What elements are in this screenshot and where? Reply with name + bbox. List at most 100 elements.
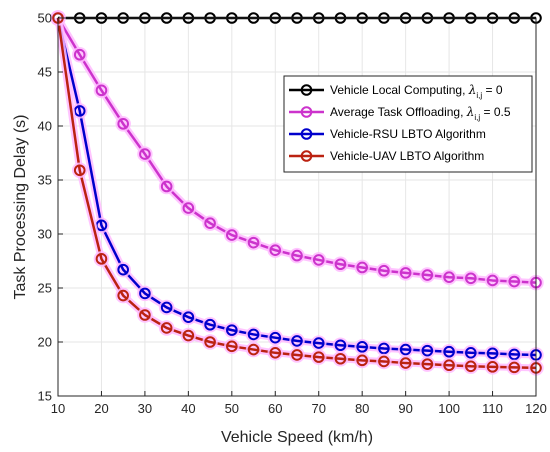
- series-3-point: [465, 347, 477, 359]
- series-3-point: [399, 343, 412, 356]
- series-2-point: [378, 264, 390, 277]
- series-4-marker-glow: [310, 349, 327, 365]
- series-4-point: [117, 289, 129, 302]
- legend-label: Average Task Offloading, λi,j = 0.5: [330, 105, 511, 122]
- series-2-marker-glow: [376, 262, 392, 279]
- series-3-marker-glow: [137, 285, 153, 302]
- series-3-point: [486, 347, 499, 360]
- series-4-point: [465, 360, 477, 373]
- series-2-marker-glow: [332, 256, 349, 272]
- x-tick-label: 50: [225, 401, 239, 416]
- y-axis-label: Task Processing Delay (s): [12, 115, 29, 300]
- series-3-point: [73, 105, 86, 117]
- series-2-marker-glow: [419, 267, 436, 283]
- series-4-point: [421, 358, 434, 370]
- series-3-marker-glow: [158, 299, 175, 316]
- legend-item-2: Average Task Offloading, λi,j = 0.5: [289, 105, 511, 122]
- legend-label: Vehicle-RSU LBTO Algorithm: [330, 127, 486, 141]
- series-2-marker-glow: [354, 259, 370, 276]
- series-2-marker-glow: [202, 215, 218, 231]
- series-2-point: [291, 249, 303, 262]
- series-2-point: [269, 244, 282, 256]
- x-tick-label: 100: [438, 401, 460, 416]
- series-4-marker-glow: [397, 355, 414, 371]
- legend-label-text: Vehicle Local Computing,: [330, 83, 469, 97]
- y-ticks: 15 20 25 30 35 40 45 50: [38, 11, 63, 404]
- series-2-point: [312, 254, 325, 266]
- x-ticks: 10 20 30 40 50 60 70 80 90 100 110 120: [51, 391, 547, 416]
- legend-suffix: = 0.5: [480, 105, 511, 119]
- series-4-marker-glow: [180, 327, 197, 344]
- series-4-point: [291, 349, 303, 361]
- series-4-marker-glow: [137, 307, 153, 323]
- series-2-point: [247, 236, 260, 249]
- series-4-marker-glow: [332, 350, 349, 367]
- series-3-point: [204, 318, 216, 331]
- legend-item-3: Vehicle-RSU LBTO Algorithm: [289, 127, 486, 141]
- y-tick-label: 35: [38, 173, 52, 188]
- series-4-point: [182, 329, 195, 342]
- series-2-marker-glow: [441, 269, 457, 285]
- legend-marker: [300, 128, 313, 140]
- series-2-point: [160, 180, 173, 193]
- legend-symbol: λ: [468, 83, 477, 97]
- series-4-marker-glow: [506, 359, 523, 376]
- series-4-point: [399, 357, 412, 369]
- series-4-point: [269, 347, 282, 359]
- legend-label-text: Average Task Offloading,: [330, 105, 467, 119]
- series-2-marker-glow: [115, 116, 131, 132]
- series-2-marker-glow: [310, 252, 327, 268]
- series-2-point: [139, 148, 151, 160]
- series-2-marker-glow: [71, 46, 88, 63]
- legend-marker: [300, 106, 313, 118]
- series-2-point: [204, 217, 216, 229]
- series-4-marker-glow: [484, 359, 501, 375]
- series-4-marker-glow: [93, 251, 110, 267]
- legend-item-4: Vehicle-UAV LBTO Algorithm: [289, 149, 484, 163]
- series-2-marker-glow: [224, 227, 240, 243]
- series-4-marker-glow: [158, 320, 175, 336]
- series-2-marker-glow: [158, 178, 175, 195]
- x-tick-label: 60: [268, 401, 282, 416]
- series-2-point: [356, 261, 368, 274]
- series-3-marker-glow: [267, 329, 284, 346]
- series-4-point: [160, 322, 173, 334]
- series-3-point: [247, 328, 260, 341]
- series-4-marker-glow: [267, 345, 284, 361]
- legend-suffix: = 0: [482, 83, 503, 97]
- series-2-point: [465, 272, 477, 285]
- series-2-marker-glow: [463, 270, 479, 287]
- y-tick-label: 15: [38, 389, 52, 404]
- series-3-point: [160, 301, 173, 314]
- legend-label: Vehicle Local Computing, λi,j = 0: [330, 83, 503, 100]
- series-4-marker-glow: [71, 162, 88, 179]
- series-2-marker-glow: [506, 273, 523, 290]
- series-4-point: [508, 361, 521, 374]
- series-4-marker-glow: [115, 287, 131, 304]
- legend-label-text: Vehicle-RSU LBTO Algorithm: [330, 127, 486, 141]
- series-3-point: [443, 345, 455, 358]
- series-2-point: [226, 229, 238, 241]
- series-4-marker-glow: [376, 353, 392, 370]
- series-3-point: [378, 342, 390, 355]
- x-tick-label: 80: [355, 401, 369, 416]
- series-4-point: [95, 253, 108, 265]
- series-2-point: [334, 258, 347, 271]
- y-tick-label: 30: [38, 227, 52, 242]
- series-2-point: [399, 267, 412, 279]
- series-4-point: [204, 336, 216, 348]
- x-tick-label: 70: [311, 401, 325, 416]
- series-2-point: [486, 274, 499, 287]
- series-3-marker-glow: [245, 326, 262, 343]
- series-2-point: [443, 271, 455, 284]
- series-3-point: [356, 341, 368, 353]
- legend-symbol: λ: [466, 105, 475, 119]
- legend-box: [283, 75, 533, 173]
- y-tick-label: 20: [38, 335, 52, 350]
- series-3-point: [139, 287, 151, 300]
- y-tick-label: 40: [38, 119, 52, 134]
- legend-item-1: Vehicle Local Computing, λi,j = 0: [289, 83, 503, 100]
- series-3-marker-glow: [180, 309, 197, 325]
- plot-frame: [57, 17, 537, 397]
